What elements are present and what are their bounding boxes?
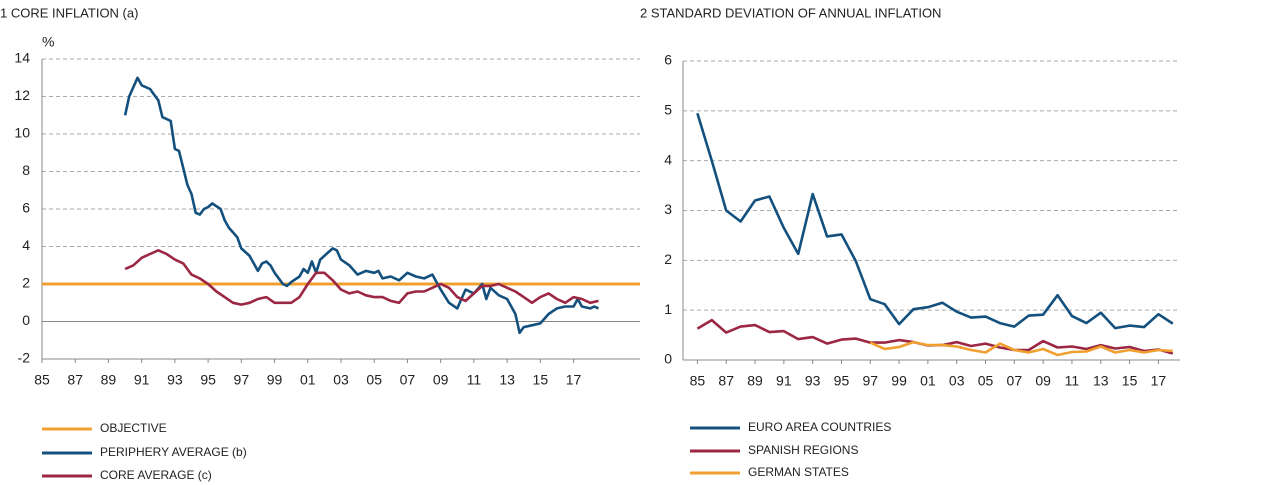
series-line — [696, 318, 1174, 355]
y-tick-label: 6 — [22, 200, 30, 216]
y-tick-label: 4 — [22, 237, 30, 253]
x-tick-label: 07 — [1007, 373, 1023, 389]
legend-label: EURO AREA COUNTRIES — [748, 420, 891, 434]
y-tick-label: 8 — [22, 162, 30, 178]
x-tick-label: 89 — [101, 372, 117, 388]
series-line — [124, 249, 599, 306]
y-tick-label: 5 — [664, 102, 672, 118]
x-tick-label: 09 — [1035, 373, 1051, 389]
y-tick-label: -2 — [18, 350, 31, 366]
x-tick-label: 17 — [1151, 373, 1167, 389]
y-axis-label: % — [42, 34, 54, 50]
x-tick-label: 05 — [366, 372, 382, 388]
x-tick-label: 95 — [834, 373, 850, 389]
y-tick-label: 1 — [664, 301, 672, 317]
y-tick-label: 10 — [14, 125, 30, 141]
x-tick-label: 03 — [333, 372, 349, 388]
x-tick-label: 87 — [718, 373, 734, 389]
series-line — [123, 76, 600, 335]
x-tick-label: 11 — [467, 372, 482, 388]
x-tick-label: 17 — [566, 372, 582, 388]
legend-label: CORE AVERAGE (c) — [100, 468, 212, 482]
legend-label: SPANISH REGIONS — [748, 443, 858, 457]
y-tick-label: 3 — [664, 201, 672, 217]
x-tick-label: 85 — [34, 372, 50, 388]
y-tick-label: 0 — [664, 351, 672, 367]
x-tick-label: 93 — [167, 372, 183, 388]
x-tick-label: 05 — [978, 373, 994, 389]
y-tick-label: 6 — [664, 52, 672, 68]
legend-label: OBJECTIVE — [100, 421, 167, 435]
x-tick-label: 13 — [499, 372, 515, 388]
series-line — [696, 112, 1174, 330]
x-tick-label: 85 — [690, 373, 706, 389]
chart-title: 1 CORE INFLATION (a) — [0, 5, 138, 20]
y-tick-label: 14 — [14, 50, 30, 66]
x-tick-label: 91 — [134, 372, 150, 388]
x-tick-label: 99 — [891, 373, 907, 389]
y-tick-label: 4 — [664, 151, 672, 167]
x-tick-label: 97 — [862, 373, 878, 389]
x-tick-label: 01 — [300, 372, 316, 388]
x-tick-label: 09 — [433, 372, 449, 388]
x-tick-label: 93 — [805, 373, 821, 389]
x-tick-label: 15 — [1122, 373, 1138, 389]
y-tick-label: 2 — [664, 251, 672, 267]
x-tick-label: 95 — [200, 372, 216, 388]
x-tick-label: 13 — [1093, 373, 1109, 389]
x-tick-label: 89 — [747, 373, 763, 389]
x-tick-label: 97 — [234, 372, 250, 388]
y-tick-label: 0 — [22, 312, 30, 328]
x-tick-label: 11 — [1065, 373, 1080, 389]
x-tick-label: 15 — [533, 372, 549, 388]
x-tick-label: 87 — [67, 372, 83, 388]
x-tick-label: 01 — [920, 373, 936, 389]
x-tick-label: 07 — [400, 372, 416, 388]
legend-label: PERIPHERY AVERAGE (b) — [100, 445, 247, 459]
legend-label: GERMAN STATES — [748, 465, 849, 479]
x-tick-label: 03 — [949, 373, 965, 389]
chart-title: 2 STANDARD DEVIATION OF ANNUAL INFLATION — [640, 5, 941, 20]
y-tick-label: 12 — [14, 87, 30, 103]
x-tick-label: 91 — [776, 373, 792, 389]
y-tick-label: 2 — [22, 275, 30, 291]
series-line — [869, 340, 1173, 357]
x-tick-label: 99 — [267, 372, 283, 388]
